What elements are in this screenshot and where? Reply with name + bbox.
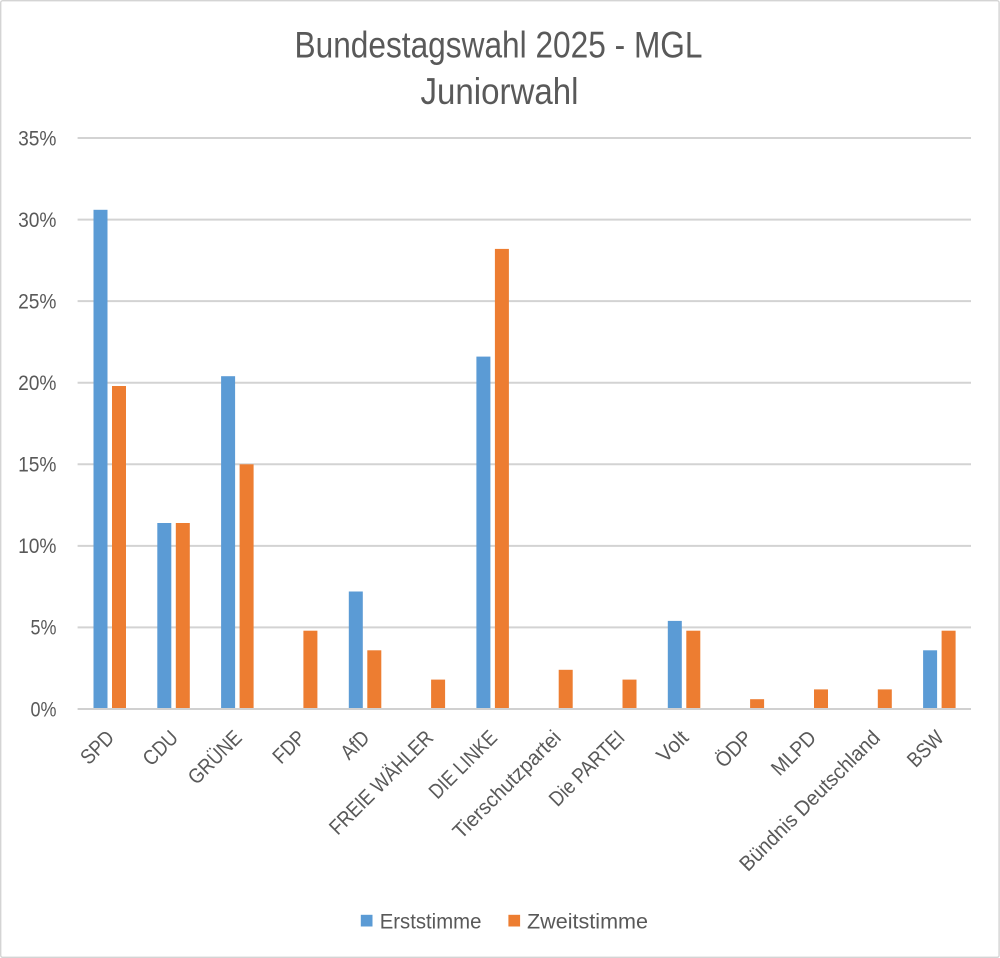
svg-text:Erststimme: Erststimme: [380, 910, 482, 933]
svg-text:0%: 0%: [31, 698, 57, 721]
svg-text:Bundestagswahl 2025 - MGL: Bundestagswahl 2025 - MGL: [295, 25, 703, 66]
svg-text:15%: 15%: [18, 454, 56, 477]
svg-text:20%: 20%: [18, 372, 56, 395]
svg-text:30%: 30%: [18, 209, 56, 232]
svg-text:25%: 25%: [18, 290, 56, 313]
svg-text:Zweitstimme: Zweitstimme: [527, 910, 648, 933]
svg-text:Juniorwahl: Juniorwahl: [421, 71, 579, 112]
svg-text:5%: 5%: [31, 617, 57, 640]
svg-text:10%: 10%: [18, 535, 56, 558]
svg-text:35%: 35%: [18, 127, 56, 150]
